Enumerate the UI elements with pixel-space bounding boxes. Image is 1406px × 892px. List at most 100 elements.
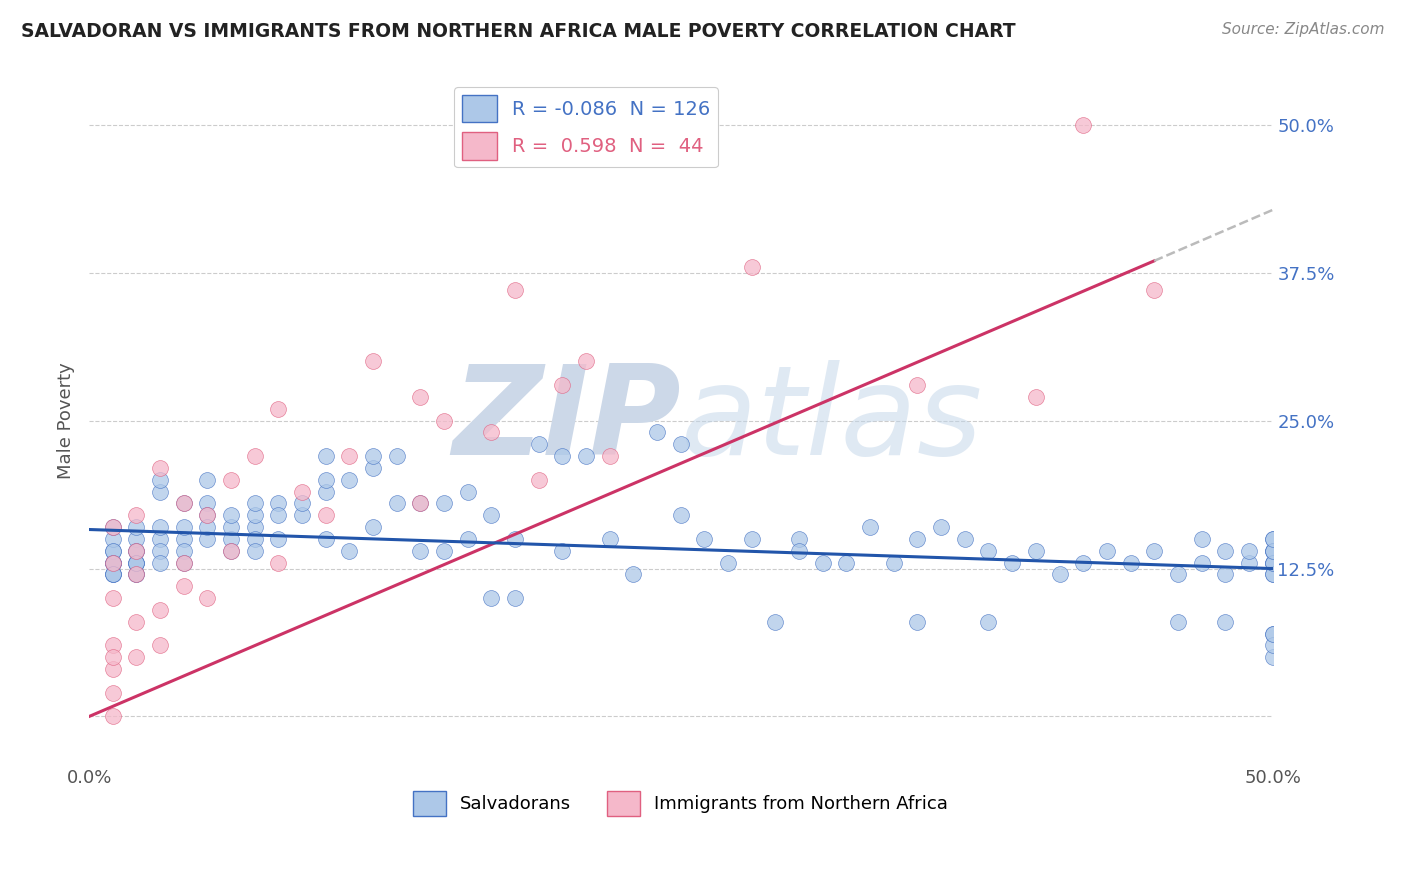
Point xyxy=(409,390,432,404)
Point xyxy=(125,567,148,582)
Point xyxy=(669,437,692,451)
Point xyxy=(219,520,242,534)
Point xyxy=(101,543,124,558)
Point xyxy=(125,543,148,558)
Point xyxy=(339,473,361,487)
Point xyxy=(125,567,148,582)
Point xyxy=(101,556,124,570)
Point xyxy=(693,532,716,546)
Point xyxy=(267,532,290,546)
Point xyxy=(457,484,479,499)
Point xyxy=(977,615,1000,629)
Point xyxy=(385,449,408,463)
Point xyxy=(315,508,337,523)
Point xyxy=(385,496,408,510)
Point xyxy=(1213,567,1236,582)
Point xyxy=(149,473,172,487)
Point xyxy=(101,650,124,665)
Point xyxy=(1025,390,1047,404)
Point xyxy=(125,567,148,582)
Point xyxy=(219,508,242,523)
Point xyxy=(1237,543,1260,558)
Point xyxy=(149,603,172,617)
Point xyxy=(125,556,148,570)
Point xyxy=(859,520,882,534)
Point xyxy=(101,532,124,546)
Point xyxy=(173,496,195,510)
Point xyxy=(481,508,503,523)
Point xyxy=(125,615,148,629)
Point xyxy=(1237,556,1260,570)
Point xyxy=(361,354,384,368)
Point xyxy=(173,532,195,546)
Point xyxy=(243,496,266,510)
Point xyxy=(409,496,432,510)
Point xyxy=(361,461,384,475)
Point xyxy=(267,401,290,416)
Point xyxy=(575,449,598,463)
Point xyxy=(1143,543,1166,558)
Point xyxy=(101,520,124,534)
Point xyxy=(173,556,195,570)
Legend: Salvadorans, Immigrants from Northern Africa: Salvadorans, Immigrants from Northern Af… xyxy=(406,783,956,823)
Point xyxy=(149,556,172,570)
Point xyxy=(101,567,124,582)
Text: SALVADORAN VS IMMIGRANTS FROM NORTHERN AFRICA MALE POVERTY CORRELATION CHART: SALVADORAN VS IMMIGRANTS FROM NORTHERN A… xyxy=(21,22,1015,41)
Point xyxy=(623,567,645,582)
Point xyxy=(267,496,290,510)
Point xyxy=(811,556,834,570)
Point xyxy=(243,508,266,523)
Text: ZIP: ZIP xyxy=(453,360,681,481)
Point xyxy=(339,543,361,558)
Point xyxy=(125,520,148,534)
Point xyxy=(1261,626,1284,640)
Point xyxy=(1191,556,1213,570)
Point xyxy=(527,437,550,451)
Point xyxy=(101,556,124,570)
Point xyxy=(1071,118,1094,132)
Point xyxy=(599,449,621,463)
Point xyxy=(125,543,148,558)
Point xyxy=(1261,532,1284,546)
Point xyxy=(101,556,124,570)
Point xyxy=(599,532,621,546)
Point xyxy=(1119,556,1142,570)
Point xyxy=(291,484,314,499)
Point xyxy=(503,284,526,298)
Point xyxy=(1261,639,1284,653)
Point xyxy=(669,508,692,523)
Point xyxy=(315,449,337,463)
Point xyxy=(1261,543,1284,558)
Point xyxy=(125,543,148,558)
Point xyxy=(1001,556,1024,570)
Point xyxy=(173,520,195,534)
Point xyxy=(409,496,432,510)
Text: Source: ZipAtlas.com: Source: ZipAtlas.com xyxy=(1222,22,1385,37)
Point xyxy=(457,532,479,546)
Point xyxy=(481,591,503,606)
Point xyxy=(481,425,503,440)
Point xyxy=(197,532,219,546)
Point xyxy=(503,591,526,606)
Point xyxy=(1261,650,1284,665)
Point xyxy=(1261,556,1284,570)
Point xyxy=(267,508,290,523)
Point xyxy=(101,543,124,558)
Point xyxy=(101,639,124,653)
Point xyxy=(267,556,290,570)
Point xyxy=(503,532,526,546)
Point xyxy=(1213,615,1236,629)
Point xyxy=(1261,567,1284,582)
Point xyxy=(1261,556,1284,570)
Point xyxy=(1095,543,1118,558)
Point xyxy=(361,520,384,534)
Point xyxy=(433,543,456,558)
Point xyxy=(219,543,242,558)
Point xyxy=(1261,543,1284,558)
Point xyxy=(1261,556,1284,570)
Point xyxy=(315,532,337,546)
Point xyxy=(1167,567,1189,582)
Point xyxy=(409,543,432,558)
Point xyxy=(243,543,266,558)
Point xyxy=(101,709,124,723)
